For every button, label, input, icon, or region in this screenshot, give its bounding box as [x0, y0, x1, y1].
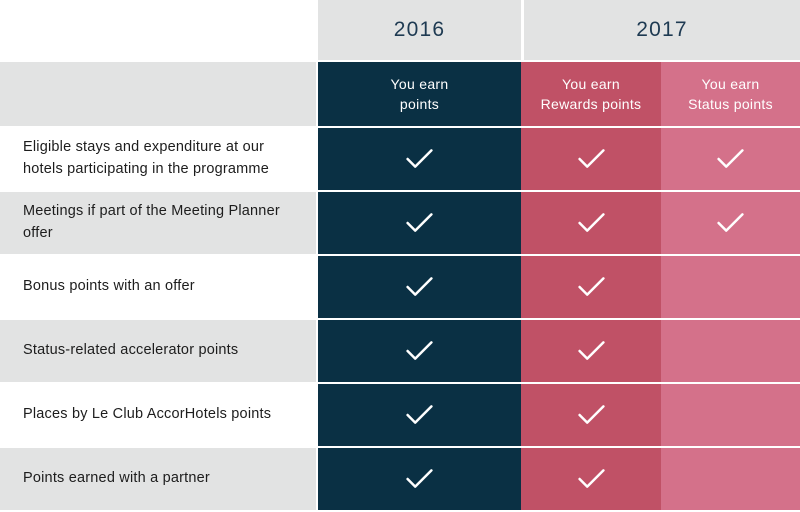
check-cell-rewards-2017 — [521, 192, 661, 254]
check-icon — [406, 149, 433, 168]
check-cell-status-2017 — [661, 128, 800, 190]
column-header-rewards-points: You earn Rewards points — [521, 62, 661, 126]
check-icon — [406, 469, 433, 488]
corner-spacer — [0, 0, 316, 60]
check-cell-rewards-2017 — [521, 448, 661, 510]
check-cell-status-2017 — [661, 192, 800, 254]
check-cell-points-2016 — [318, 320, 521, 382]
column-header-status-points: You earn Status points — [661, 62, 800, 126]
empty-cell-status-2017 — [661, 320, 800, 382]
check-cell-rewards-2017 — [521, 256, 661, 318]
check-icon — [717, 149, 744, 168]
check-cell-points-2016 — [318, 448, 521, 510]
check-icon — [577, 405, 605, 424]
empty-cell-status-2017 — [661, 384, 800, 446]
check-cell-rewards-2017 — [521, 128, 661, 190]
check-icon — [577, 469, 605, 488]
check-cell-points-2016 — [318, 384, 521, 446]
row-label: Status-related accelerator points — [0, 320, 316, 382]
row-label: Places by Le Club AccorHotels points — [0, 384, 316, 446]
column-header-you-earn-points: You earn points — [318, 62, 521, 126]
column-header-spacer — [0, 62, 316, 126]
row-label: Meetings if part of the Meeting Planner … — [0, 192, 316, 254]
check-icon — [577, 277, 605, 296]
row-label: Eligible stays and expenditure at our ho… — [0, 128, 316, 190]
check-cell-rewards-2017 — [521, 320, 661, 382]
check-icon — [577, 213, 605, 232]
check-icon — [717, 213, 744, 232]
check-icon — [406, 277, 433, 296]
check-icon — [406, 213, 433, 232]
check-icon — [406, 341, 433, 360]
check-icon — [406, 405, 433, 424]
row-label: Points earned with a partner — [0, 448, 316, 510]
empty-cell-status-2017 — [661, 448, 800, 510]
year-header-2016: 2016 — [318, 0, 521, 60]
year-header-2017: 2017 — [521, 0, 800, 60]
check-icon — [577, 149, 605, 168]
empty-cell-status-2017 — [661, 256, 800, 318]
check-cell-points-2016 — [318, 256, 521, 318]
check-cell-points-2016 — [318, 192, 521, 254]
check-cell-points-2016 — [318, 128, 521, 190]
check-cell-rewards-2017 — [521, 384, 661, 446]
check-icon — [577, 341, 605, 360]
row-label: Bonus points with an offer — [0, 256, 316, 318]
